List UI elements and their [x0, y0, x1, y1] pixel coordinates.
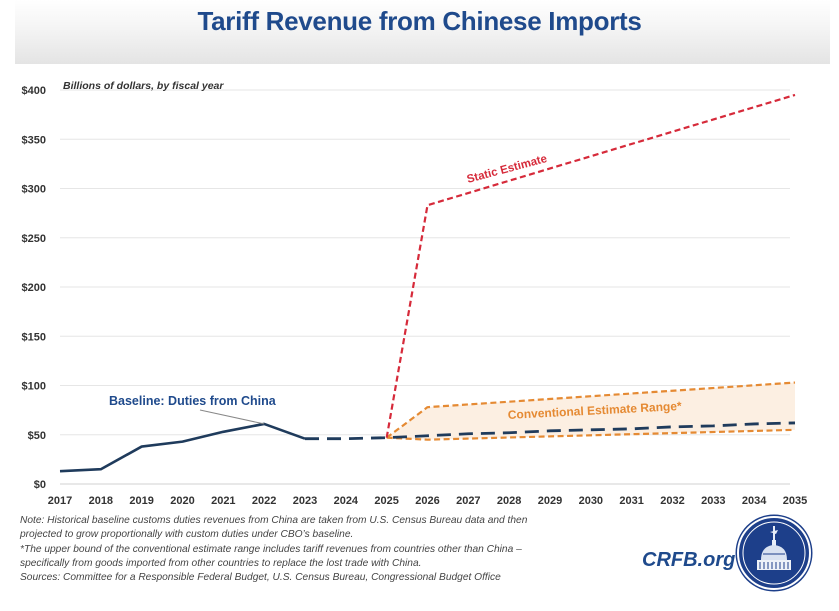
x-tick-label: 2021: [211, 495, 235, 507]
x-tick-label: 2017: [48, 495, 72, 507]
note-line: *The upper bound of the conventional est…: [20, 543, 522, 555]
x-tick-label: 2029: [538, 495, 562, 507]
x-tick-label: 2032: [660, 495, 684, 507]
y-tick-label: $150: [22, 331, 46, 343]
note-line: Note: Historical baseline customs duties…: [20, 515, 528, 526]
y-tick-label: $200: [22, 282, 46, 294]
range-fill: [386, 382, 795, 440]
x-axis-ticks: 2017 2018 2019 2020 2021 2022 2023 2024 2025 2026…: [48, 495, 807, 507]
x-tick-label: 2025: [374, 495, 398, 507]
static-estimate-line: [385, 93, 796, 438]
y-tick-label: $0: [34, 479, 46, 491]
x-tick-label: 2022: [252, 495, 276, 507]
x-tick-label: 2020: [170, 495, 194, 507]
capitol-dome-logo-icon: [737, 516, 811, 590]
x-tick-label: 2033: [701, 495, 725, 507]
brand-link[interactable]: CRFB.org: [642, 549, 736, 571]
x-tick-label: 2027: [456, 495, 480, 507]
x-tick-label: 2030: [579, 495, 603, 507]
y-tick-label: $300: [22, 184, 46, 196]
x-tick-label: 2028: [497, 495, 521, 507]
x-tick-label: 2024: [334, 495, 359, 507]
x-tick-label: 2019: [129, 495, 153, 507]
x-tick-label: 2023: [293, 495, 317, 507]
sources-line: Sources: Committee for a Responsible Fed…: [20, 572, 501, 584]
gridlines: [60, 89, 790, 485]
conventional-range-area: [386, 382, 795, 440]
baseline-duties-from-china-historical-line: [59, 422, 306, 473]
x-tick-label: 2031: [619, 495, 643, 507]
x-tick-label: 2034: [742, 495, 767, 507]
title-band: [15, 0, 830, 64]
baseline-annotation: Baseline: Duties from China: [109, 394, 277, 408]
series-lines: [59, 93, 796, 473]
annotation-leader-line: [199, 409, 265, 425]
y-tick-label: $350: [22, 134, 46, 146]
y-tick-label: $400: [22, 85, 46, 97]
footnotes: Note: Historical baseline customs duties…: [20, 514, 610, 585]
units-label: Billions of dollars, by fiscal year: [63, 80, 224, 92]
y-tick-label: $100: [22, 381, 46, 393]
x-tick-label: 2026: [415, 495, 439, 507]
y-axis-ticks: $0 $50 $100 $150 $200 $250 $300 $350 $400: [22, 85, 46, 491]
chart-title: Tariff Revenue from Chinese Imports: [197, 6, 642, 36]
note-line: projected to grow proportionally with cu…: [20, 529, 354, 541]
note-line: specifically from goods imported from ot…: [20, 557, 422, 569]
x-tick-label: 2035: [783, 495, 807, 507]
y-tick-label: $50: [28, 430, 46, 442]
x-tick-label: 2018: [89, 495, 113, 507]
y-tick-label: $250: [22, 233, 46, 245]
